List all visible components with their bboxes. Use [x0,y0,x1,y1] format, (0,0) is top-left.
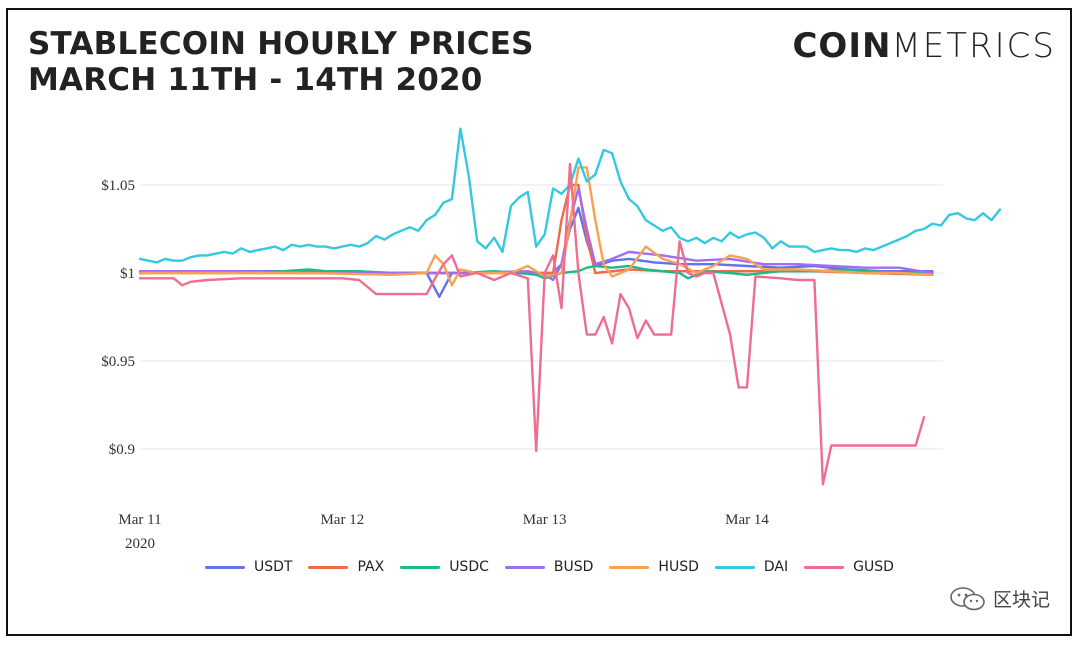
y-tick-label: $1 [120,266,135,282]
legend-swatch [205,565,245,569]
series-line-pax [138,183,934,276]
legend-label: BUSD [553,559,594,575]
x-tick-label: Mar 12 [320,512,364,528]
legend-swatch [400,565,441,569]
legend-label: DAI [763,559,789,575]
legend-swatch [714,565,755,569]
wechat-icon [950,586,985,610]
legend-item-usdt[interactable]: USDT [205,559,292,575]
chart-title: STABLECOIN HOURLY PRICES MARCH 11TH - 14… [28,26,534,98]
x-tick-label: Mar 11 [118,512,161,528]
logo-bold-text: COIN [792,26,892,66]
y-tick-label: $0.95 [101,354,135,370]
y-tick-label: $0.9 [109,442,135,458]
x-tick-label: Mar 14 [725,512,769,528]
legend-item-usdc[interactable]: USDC [400,559,489,575]
chart-title-line2: MARCH 11TH - 14TH 2020 [28,62,483,98]
series-line-usdc [138,264,934,280]
legend-swatch [308,565,349,569]
x-tick-sublabel: 2020 [125,536,155,552]
legend-swatch [804,565,845,569]
series-lines [138,127,1002,486]
series-line-gusd [138,162,926,486]
chart-frame [6,8,1072,636]
chart-title-line1: STABLECOIN HOURLY PRICES [28,26,534,62]
chart-legend: USDT PAX USDC BUSD HUSD DAI GUSD [205,557,910,577]
legend-swatch [609,565,650,569]
legend-label: HUSD [658,559,699,575]
legend-item-gusd[interactable]: GUSD [804,559,894,575]
x-tick-label: Mar 13 [523,512,567,528]
legend-item-pax[interactable]: PAX [308,559,384,575]
legend-item-busd[interactable]: BUSD [504,559,594,575]
x-axis-ticks: Mar 11 2020 Mar 12 Mar 13 Mar 14 [118,512,769,552]
coinmetrics-logo: COINMETRICS [792,26,1056,66]
legend-label: USDT [254,559,293,575]
series-line-usdt [138,206,934,298]
series-line-dai [138,127,1002,264]
legend-swatch [504,565,545,569]
legend-label: PAX [357,559,385,575]
y-axis-ticks: $1.05 $1 $0.95 $0.9 [101,178,135,458]
watermark: 区块记 [949,585,1050,612]
legend-item-dai[interactable]: DAI [714,559,789,575]
watermark-text: 区块记 [992,589,1050,611]
legend-label: GUSD [853,559,894,575]
legend-item-husd[interactable]: HUSD [609,559,699,575]
y-tick-label: $1.05 [101,178,135,194]
logo-light-text: METRICS [891,26,1056,66]
legend-label: USDC [449,559,489,575]
series-line-busd [138,187,934,282]
series-line-husd [138,166,934,287]
